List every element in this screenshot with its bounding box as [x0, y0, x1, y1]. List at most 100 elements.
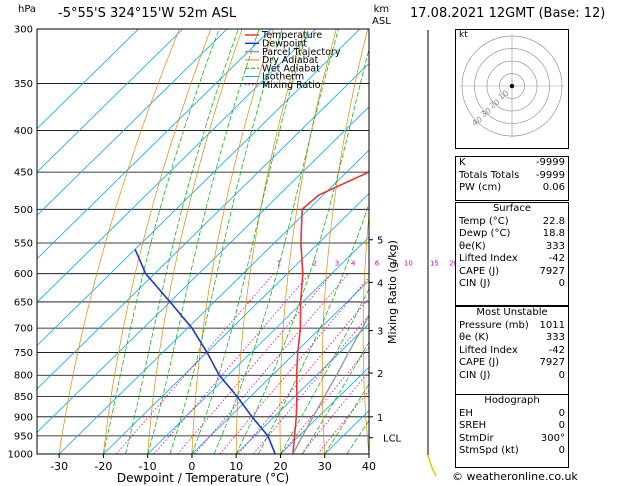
pressure-tick-label: 400 — [14, 126, 33, 137]
mixing-ratio-label: 6 — [375, 260, 380, 268]
pressure-tick-label: 800 — [14, 371, 33, 382]
isotherm-line — [191, 279, 369, 454]
km-tick-label: LCL — [383, 434, 402, 445]
index-row: CAPE (J) 7927 — [456, 266, 568, 279]
index-label: Lifted Index — [459, 344, 518, 356]
hodograph: kt 10 20 30 40 — [455, 29, 569, 149]
wet-adiabat-line — [191, 29, 309, 454]
index-label: θe (K) — [459, 332, 489, 343]
index-value: 300° — [540, 432, 565, 444]
dry-adiabat-line — [403, 29, 431, 454]
wet-adiabat-line — [103, 29, 220, 454]
index-row: StmDir 300° — [456, 433, 568, 446]
index-label: SREH — [459, 420, 487, 431]
mixing-ratio-line — [177, 273, 333, 454]
dry-adiabat-line — [103, 29, 212, 454]
index-label: Dewp (°C) — [459, 228, 511, 239]
index-value: 333 — [545, 332, 565, 343]
index-value: 0 — [558, 278, 565, 289]
wet-adiabat-line — [257, 202, 369, 454]
x-tick-label: 30 — [318, 460, 332, 473]
km-label: km — [373, 4, 390, 15]
profile-dewpoint — [134, 248, 276, 454]
index-value: 22.8 — [542, 215, 565, 227]
dry-adiabat-line — [362, 210, 369, 454]
mixing-ratio-line — [219, 276, 369, 454]
index-row: CIN (J) 0 — [456, 370, 568, 383]
index-row: CAPE (J) 7927 — [456, 357, 568, 370]
pressure-tick-label: 850 — [14, 392, 33, 403]
index-label: Temp (°C) — [459, 215, 509, 227]
mixing-ratio-line — [252, 314, 369, 454]
wind-profile — [427, 30, 437, 477]
index-value: -9999 — [535, 157, 565, 168]
dry-adiabat-line — [584, 29, 629, 454]
isotherm-line — [37, 29, 139, 130]
profile-parcel-trajectory — [292, 313, 369, 454]
index-label: Lifted Index — [459, 253, 518, 264]
x-tick-label: 20 — [273, 460, 287, 473]
mixing-ratio-line — [317, 389, 369, 454]
index-label: PW (cm) — [459, 182, 502, 193]
mixing-ratio-label: 3 — [335, 260, 339, 268]
x-tick-label: 0 — [188, 460, 195, 473]
indices-box: K -9999 Totals Totals -9999 PW (cm) 0.06 — [455, 156, 569, 201]
index-value: -9999 — [535, 169, 565, 181]
mixing-ratio-line — [238, 297, 369, 454]
isotherm-line — [103, 193, 369, 454]
index-label: Pressure (mb) — [459, 319, 529, 331]
datetime-label: 17.08.2021 12GMT (Base: 12) — [410, 6, 606, 21]
credit-text: © weatheronline.co.uk — [452, 470, 578, 483]
wet-adiabat-line — [125, 29, 239, 454]
index-label: EH — [459, 407, 473, 419]
pressure-tick-label: 600 — [14, 269, 33, 280]
dry-adiabat-line — [617, 29, 629, 454]
index-row: K -9999 — [456, 157, 568, 170]
mixing-ratio-line — [301, 370, 369, 454]
pressure-tick-label: 900 — [14, 412, 33, 423]
legend-label: Dewpoint — [262, 39, 307, 50]
mixing-ratio-line — [194, 273, 349, 454]
index-row: Dewp (°C) 18.8 — [456, 228, 568, 241]
hodograph-ring-label: 10 — [497, 89, 511, 102]
mixing-ratio-label: 15 — [430, 260, 439, 268]
mixing-ratio-label: 1 — [277, 260, 281, 268]
index-value: 18.8 — [542, 228, 565, 239]
isotherm-line — [37, 29, 361, 347]
km-tick-label: 1 — [377, 413, 383, 424]
section-title: Surface — [492, 203, 532, 214]
isotherm-line — [37, 29, 316, 303]
index-row: StmSpd (kt) 0 — [456, 445, 568, 458]
index-value: 333 — [545, 240, 565, 252]
index-label: CIN (J) — [459, 278, 491, 289]
hodograph-center-marker — [509, 83, 515, 89]
mixing-ratio-label: 4 — [351, 260, 356, 268]
x-tick-label: 40 — [362, 460, 376, 473]
wet-adiabat-line — [280, 287, 369, 454]
index-row: θe (K) 333 — [456, 332, 568, 345]
index-value: 0.06 — [542, 182, 565, 193]
isotherm-line — [37, 106, 369, 433]
x-tick-label: 10 — [229, 460, 243, 473]
isotherm-line — [37, 29, 228, 216]
index-row: Totals Totals -9999 — [456, 170, 568, 183]
mixing-ratio-line — [153, 273, 310, 454]
index-label: CIN (J) — [459, 369, 491, 381]
wet-adiabat-line — [169, 29, 283, 454]
index-label: StmSpd (kt) — [459, 445, 519, 456]
dry-adiabat-line — [147, 29, 243, 454]
legend-label: Dry Adiabat — [262, 55, 319, 66]
index-label: CAPE (J) — [459, 357, 500, 368]
isotherm-line — [280, 366, 369, 454]
index-label: StmDir — [459, 432, 494, 444]
hodograph-stats-box: Hodograph EH 0 SREH 0 StmDir 300° StmSpd (kt) 0 — [455, 394, 569, 468]
legend-label: Wet Adiabat — [262, 63, 320, 74]
pressure-tick-label: 650 — [14, 297, 33, 308]
x-tick-label: -20 — [94, 460, 112, 473]
pressure-tick-label: 350 — [14, 79, 33, 90]
index-label: θe(K) — [459, 240, 486, 252]
legend-label: Parcel Trajectory — [262, 47, 341, 58]
index-row: PW (cm) 0.06 — [456, 182, 568, 195]
mixing-ratio-line — [280, 346, 369, 454]
